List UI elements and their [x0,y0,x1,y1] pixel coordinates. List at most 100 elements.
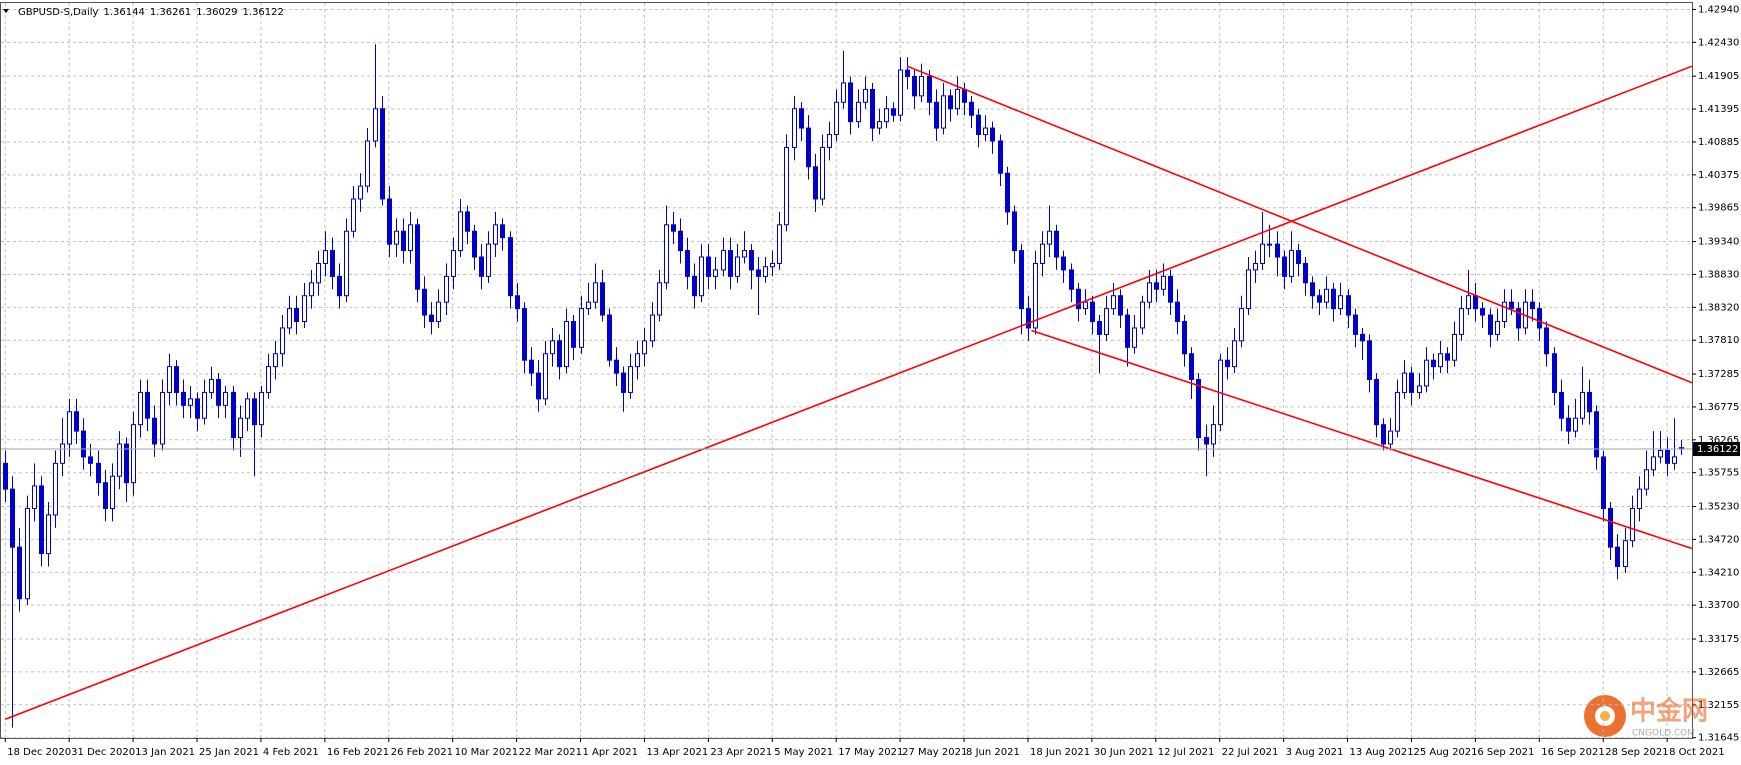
candle-body [983,127,988,136]
candle-body [1083,301,1088,310]
candle-body [884,108,889,123]
candle-body [1459,308,1464,335]
candle-body [46,514,51,555]
candle-body [600,282,605,316]
candle-body [1601,456,1606,509]
y-tick-label: 1.35230 [1698,502,1739,513]
candle-body [550,340,555,355]
candle-body [252,398,257,426]
candle-body [110,475,115,509]
candle-body [81,430,86,458]
candle-body [820,146,825,200]
candle-body [1061,256,1066,271]
candle-body [287,308,292,329]
x-tick-label: 13 Jan 2021 [135,747,195,758]
candle-body [1303,262,1308,284]
candle-body [735,256,740,277]
candle-body [10,488,15,548]
candle-body [870,88,875,129]
candle-body [96,462,101,484]
candle-body [181,391,186,406]
candle-body [628,366,633,393]
watermark-site: CNGOLD.COM [1632,729,1695,739]
candle-body [1140,301,1145,329]
candle-body [579,308,584,348]
candle-body [1438,353,1443,368]
candle-body [1118,295,1123,316]
candle-body [486,243,491,277]
candle-body [863,88,868,103]
candle-body [1125,314,1130,348]
candle-body [337,275,342,297]
candle-body [564,321,569,368]
candle-body [422,288,427,316]
candle-body [124,443,129,484]
candle-body [1502,301,1507,323]
x-tick-label: 28 Sep 2021 [1605,747,1668,758]
plot-frame [0,2,1693,739]
candle-body [1615,546,1620,568]
candle-body [1182,321,1187,355]
x-tick-label: 10 Mar 2021 [455,747,518,758]
candle-body [1402,372,1407,393]
candle-body [1367,340,1372,381]
candle-body [891,108,896,116]
candle-body [784,146,789,226]
candle-body [685,250,690,277]
candle-body [1033,262,1038,329]
candle-body [1445,353,1450,361]
candle-body [969,101,974,116]
trendline [4,65,1693,721]
candle-body [160,391,165,445]
watermark-logo [1584,695,1626,737]
x-tick-label: 4 Feb 2021 [263,747,319,758]
candle-body [1644,469,1649,490]
candle-body [1516,308,1521,329]
candle-body [451,250,456,277]
candle-body [642,340,647,355]
header-arrow [3,9,9,13]
candle-body [1374,379,1379,426]
candle-body [394,230,399,245]
candle-body [25,507,30,600]
x-tick-label: 8 Oct 2021 [1669,747,1724,758]
candle-body [998,140,1003,174]
candle-body [167,366,172,393]
x-tick-label: 31 Dec 2020 [71,747,135,758]
candle-body [1324,288,1329,303]
candle-body [1076,288,1081,310]
candle-body [1395,391,1400,432]
candle-body [699,256,704,297]
candle-body [621,372,626,393]
candle-body [919,76,924,97]
y-tick-label: 1.35755 [1698,468,1739,479]
y-tick-label: 1.42940 [1698,4,1739,15]
y-tick-label: 1.32665 [1698,667,1739,678]
candle-body [756,269,761,277]
ohlc-value: 1.36261 [150,7,191,18]
candle-body [536,372,541,400]
candle-body [138,391,143,426]
candle-body [1196,379,1201,439]
candle-body [152,417,157,445]
candle-body [53,462,58,516]
candle-body [1509,301,1514,310]
candle-body [1651,456,1656,471]
candle-body [1360,333,1365,342]
candle-body [330,250,335,277]
candle-body [1566,417,1571,432]
price-tag [1693,442,1740,457]
candle-body [1672,456,1677,464]
candle-body [1211,424,1216,445]
candle-body [1282,256,1287,277]
candle-body [174,366,179,393]
x-tick-label: 18 Dec 2020 [7,747,71,758]
candle-body [650,314,655,342]
candle-body [856,101,861,123]
candle-body [657,282,662,316]
candle-body [706,256,711,277]
candle-body [74,411,79,432]
candle-body [1409,372,1414,393]
x-tick-label: 13 Aug 2021 [1350,747,1414,758]
candle-body [508,237,513,297]
